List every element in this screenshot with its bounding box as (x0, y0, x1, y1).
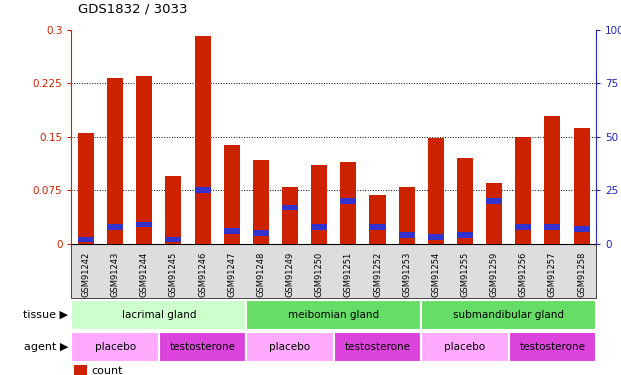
Bar (509, 332, 596, 362)
Text: agent ▶: agent ▶ (24, 342, 68, 352)
Bar (421, 300, 596, 330)
Bar (224, 228, 240, 234)
Bar (486, 183, 502, 244)
Bar (515, 224, 532, 230)
Text: testosterone: testosterone (519, 342, 586, 352)
Bar (334, 332, 421, 362)
Bar (399, 232, 415, 238)
Bar (428, 234, 444, 240)
Bar (486, 198, 502, 204)
Text: GDS1832 / 3033: GDS1832 / 3033 (78, 2, 187, 15)
Bar (428, 138, 444, 244)
Bar (136, 222, 152, 227)
Bar (340, 198, 356, 204)
Bar (253, 160, 269, 244)
Bar (282, 205, 298, 210)
Text: placebo: placebo (270, 342, 310, 352)
Bar (78, 134, 94, 244)
Bar (574, 128, 589, 244)
Text: count: count (91, 366, 123, 375)
Bar (545, 224, 560, 230)
Bar (224, 146, 240, 244)
Bar (71, 332, 159, 362)
Bar (369, 224, 386, 230)
Text: placebo: placebo (94, 342, 136, 352)
Text: lacrimal gland: lacrimal gland (122, 310, 196, 320)
Text: placebo: placebo (445, 342, 486, 352)
Bar (74, 365, 87, 375)
Text: testosterone: testosterone (170, 342, 235, 352)
Bar (78, 237, 94, 242)
Bar (107, 78, 123, 244)
Bar (194, 36, 211, 244)
Bar (247, 332, 334, 362)
Bar (282, 187, 298, 244)
Bar (340, 162, 356, 244)
Text: submandibular gland: submandibular gland (453, 310, 564, 320)
Text: meibomian gland: meibomian gland (288, 310, 379, 320)
Bar (194, 188, 211, 193)
Bar (421, 332, 509, 362)
Bar (515, 137, 532, 244)
Text: testosterone: testosterone (345, 342, 410, 352)
Bar (457, 232, 473, 238)
Bar (165, 237, 181, 242)
Bar (253, 230, 269, 236)
Bar (311, 224, 327, 230)
Bar (71, 300, 247, 330)
Bar (457, 158, 473, 244)
Bar (159, 332, 247, 362)
Bar (311, 165, 327, 244)
Bar (574, 226, 589, 232)
Bar (399, 187, 415, 244)
Bar (247, 300, 421, 330)
Bar (369, 195, 386, 244)
Bar (545, 116, 560, 244)
Bar (165, 176, 181, 244)
Text: tissue ▶: tissue ▶ (24, 310, 68, 320)
Bar (107, 224, 123, 230)
Bar (136, 76, 152, 244)
